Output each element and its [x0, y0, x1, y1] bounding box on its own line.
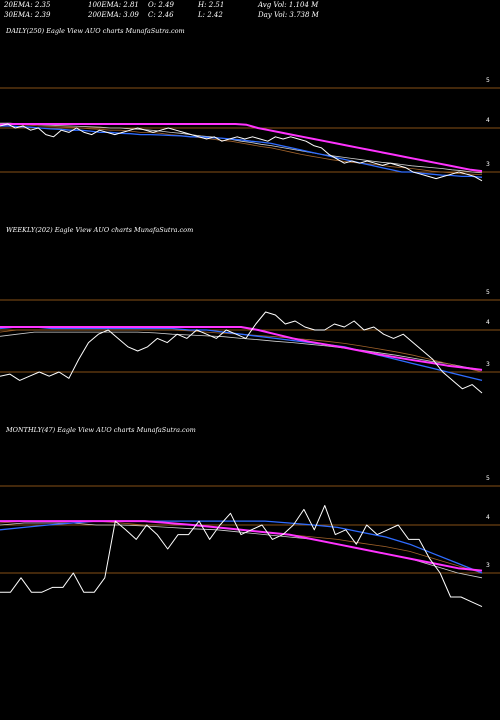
daily-y-tick-5: 5	[486, 77, 490, 84]
stats-header: 20EMA: 2.35 100EMA: 2.81 O: 2.49 H: 2.51…	[0, 0, 500, 22]
daily-price-line	[0, 123, 483, 182]
daily-ema-magenta-line	[0, 123, 483, 173]
monthly-ema-blue-line	[0, 520, 483, 574]
stat-200ema: 200EMA: 3.09	[88, 11, 139, 19]
stat-low: L: 2.42	[198, 11, 223, 19]
monthly-y-tick-3: 3	[486, 562, 490, 569]
stat-20ema: 20EMA: 2.35	[4, 1, 51, 9]
weekly-y-tick-4: 4	[486, 319, 490, 326]
monthly-price-line	[0, 505, 483, 608]
stat-100ema: 100EMA: 2.81	[88, 1, 139, 9]
monthly-ema-magenta-line	[0, 520, 483, 572]
daily-ema-brown-line	[0, 123, 483, 175]
stat-avg-vol: Avg Vol: 1.104 M	[258, 1, 319, 9]
daily-ema-grey-line	[0, 122, 483, 174]
stat-day-vol: Day Vol: 3.738 M	[258, 11, 319, 19]
monthly-y-tick-5: 5	[486, 475, 490, 482]
weekly-ema-grey-line	[0, 331, 483, 371]
daily-y-tick-4: 4	[486, 117, 490, 124]
monthly-chart-title: MONTHLY(47) Eagle View AUO charts Munafa…	[6, 426, 196, 434]
weekly-y-tick-3: 3	[486, 361, 490, 368]
stat-high: H: 2.51	[198, 1, 225, 9]
stat-30ema: 30EMA: 2.39	[4, 11, 51, 19]
stat-close: C: 2.46	[148, 11, 174, 19]
stat-open: O: 2.49	[148, 1, 174, 9]
monthly-ema-grey-line	[0, 522, 483, 579]
weekly-ema-blue-line	[0, 326, 483, 382]
weekly-chart-title: WEEKLY(202) Eagle View AUO charts Munafa…	[6, 226, 194, 234]
weekly-ema-magenta-line	[0, 326, 483, 371]
monthly-y-tick-4: 4	[486, 514, 490, 521]
weekly-y-tick-5: 5	[486, 289, 490, 296]
daily-chart-title: DAILY(250) Eagle View AUO charts MunafaS…	[6, 27, 185, 35]
weekly-price-line	[0, 311, 483, 394]
daily-y-tick-3: 3	[486, 161, 490, 168]
